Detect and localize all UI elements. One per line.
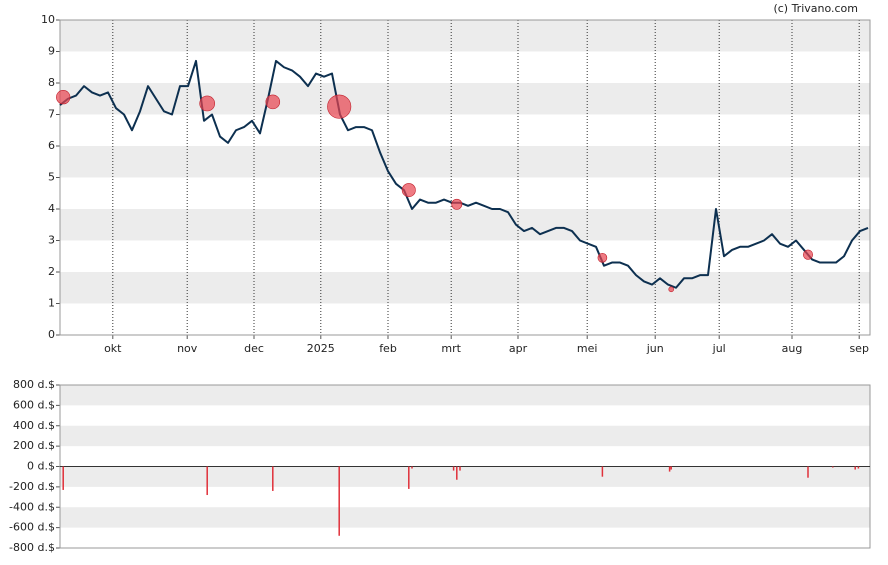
event-marker <box>265 94 281 110</box>
bar <box>832 466 834 468</box>
y-tick-label: 2 <box>48 265 55 278</box>
bar <box>62 466 64 490</box>
y-tick-label: 400 d.$ <box>13 419 55 432</box>
event-marker <box>802 249 814 260</box>
band <box>60 507 870 528</box>
y-tick-label: 800 d.$ <box>13 378 55 391</box>
bar <box>601 466 604 477</box>
y-tick-label: 600 d.$ <box>13 398 55 411</box>
y-tick-label: 1 <box>48 297 55 310</box>
x-tick-label: apr <box>509 342 528 355</box>
x-tick-label: aug <box>782 342 803 355</box>
y-tick-label: 9 <box>48 45 55 58</box>
bar <box>338 466 340 536</box>
y-tick-label: 4 <box>48 202 55 215</box>
bar <box>206 466 208 496</box>
bar <box>668 466 671 472</box>
y-tick-label: -600 d.$ <box>9 521 55 534</box>
x-tick-label: nov <box>177 342 198 355</box>
bar <box>857 466 860 469</box>
x-tick-label: mei <box>577 342 598 355</box>
band <box>60 20 870 52</box>
y-tick-label: 3 <box>48 234 55 247</box>
bar <box>854 466 856 470</box>
band <box>60 272 870 304</box>
x-tick-label: okt <box>104 342 122 355</box>
x-tick-label: feb <box>379 342 397 355</box>
event-marker <box>597 253 608 263</box>
bar <box>670 466 672 470</box>
bar <box>807 466 809 478</box>
y-tick-label: 7 <box>48 108 55 121</box>
bar <box>459 466 461 471</box>
y-tick-label: -800 d.$ <box>9 541 55 554</box>
y-tick-label: 8 <box>48 76 55 89</box>
y-tick-label: 0 d.$ <box>27 460 55 473</box>
band <box>60 466 870 487</box>
event-marker <box>451 198 463 210</box>
credit: (c) Trivano.com <box>773 2 858 15</box>
x-tick-label: jul <box>712 342 726 355</box>
y-tick-label: 200 d.$ <box>13 439 55 452</box>
y-tick-label: 5 <box>48 171 55 184</box>
plot-frame <box>59 19 871 336</box>
band <box>60 425 870 447</box>
band <box>60 83 870 115</box>
x-tick-label: sep <box>849 342 868 355</box>
y-tick-label: -400 d.$ <box>9 500 55 513</box>
y-tick-label: 0 <box>48 328 55 341</box>
bar <box>408 466 410 489</box>
event-marker <box>401 183 416 198</box>
event-marker <box>56 90 71 105</box>
bar <box>272 466 274 491</box>
event-marker <box>199 95 216 112</box>
band <box>60 385 870 406</box>
bar <box>411 466 413 469</box>
band <box>60 146 870 178</box>
x-tick-label: 2025 <box>307 342 335 355</box>
y-tick-label: -200 d.$ <box>9 480 55 493</box>
y-tick-label: 10 <box>41 13 55 26</box>
x-tick-label: jun <box>646 342 664 355</box>
bar <box>456 466 458 480</box>
bar <box>452 466 455 471</box>
band <box>60 209 870 241</box>
event-marker <box>327 94 352 119</box>
x-tick-label: dec <box>244 342 264 355</box>
event-marker <box>668 286 674 293</box>
x-tick-label: mrt <box>441 342 461 355</box>
price-line <box>59 59 869 289</box>
y-tick-label: 6 <box>48 139 55 152</box>
